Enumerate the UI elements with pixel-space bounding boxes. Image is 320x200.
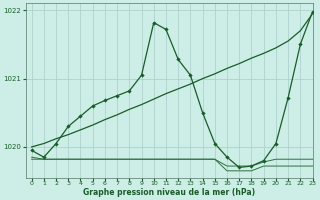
X-axis label: Graphe pression niveau de la mer (hPa): Graphe pression niveau de la mer (hPa)	[83, 188, 255, 197]
